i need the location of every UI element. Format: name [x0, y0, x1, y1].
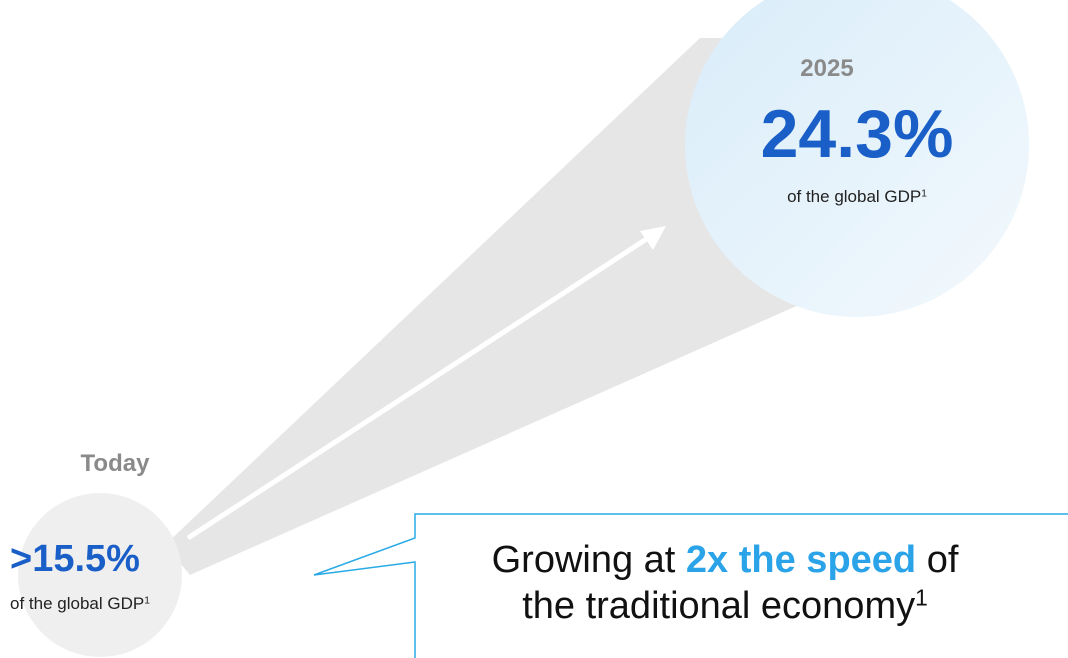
today-description: of the global GDP1 [10, 594, 150, 614]
today-footnote: 1 [144, 595, 150, 607]
callout-highlight: 2x the speed [685, 539, 917, 581]
callout-text: Growing at 2x the speed of the tradition… [385, 538, 1065, 629]
future-value: 24.3% [760, 96, 954, 172]
callout-prefix: Growing at [491, 539, 686, 581]
callout-footnote: 1 [915, 584, 928, 611]
today-description-text: of the global GDP [10, 594, 145, 613]
callout-middle: of [916, 539, 959, 581]
callout-line-1: Growing at 2x the speed of [385, 538, 1065, 584]
today-value: >15.5% [10, 538, 140, 580]
callout-box [313, 513, 1068, 658]
today-label: Today [80, 450, 150, 477]
callout-line2-text: the traditional economy [522, 584, 916, 627]
future-label: 2025 [800, 55, 854, 82]
growth-arrow-line [186, 235, 650, 541]
growth-arrow-head [640, 226, 666, 250]
future-description: of the global GDP1 [742, 187, 972, 207]
future-circle [685, 0, 1029, 317]
future-footnote: 1 [921, 188, 927, 200]
future-description-text: of the global GDP [787, 187, 922, 206]
callout-line-2: the traditional economy1 [385, 584, 1065, 630]
today-circle [18, 493, 182, 657]
